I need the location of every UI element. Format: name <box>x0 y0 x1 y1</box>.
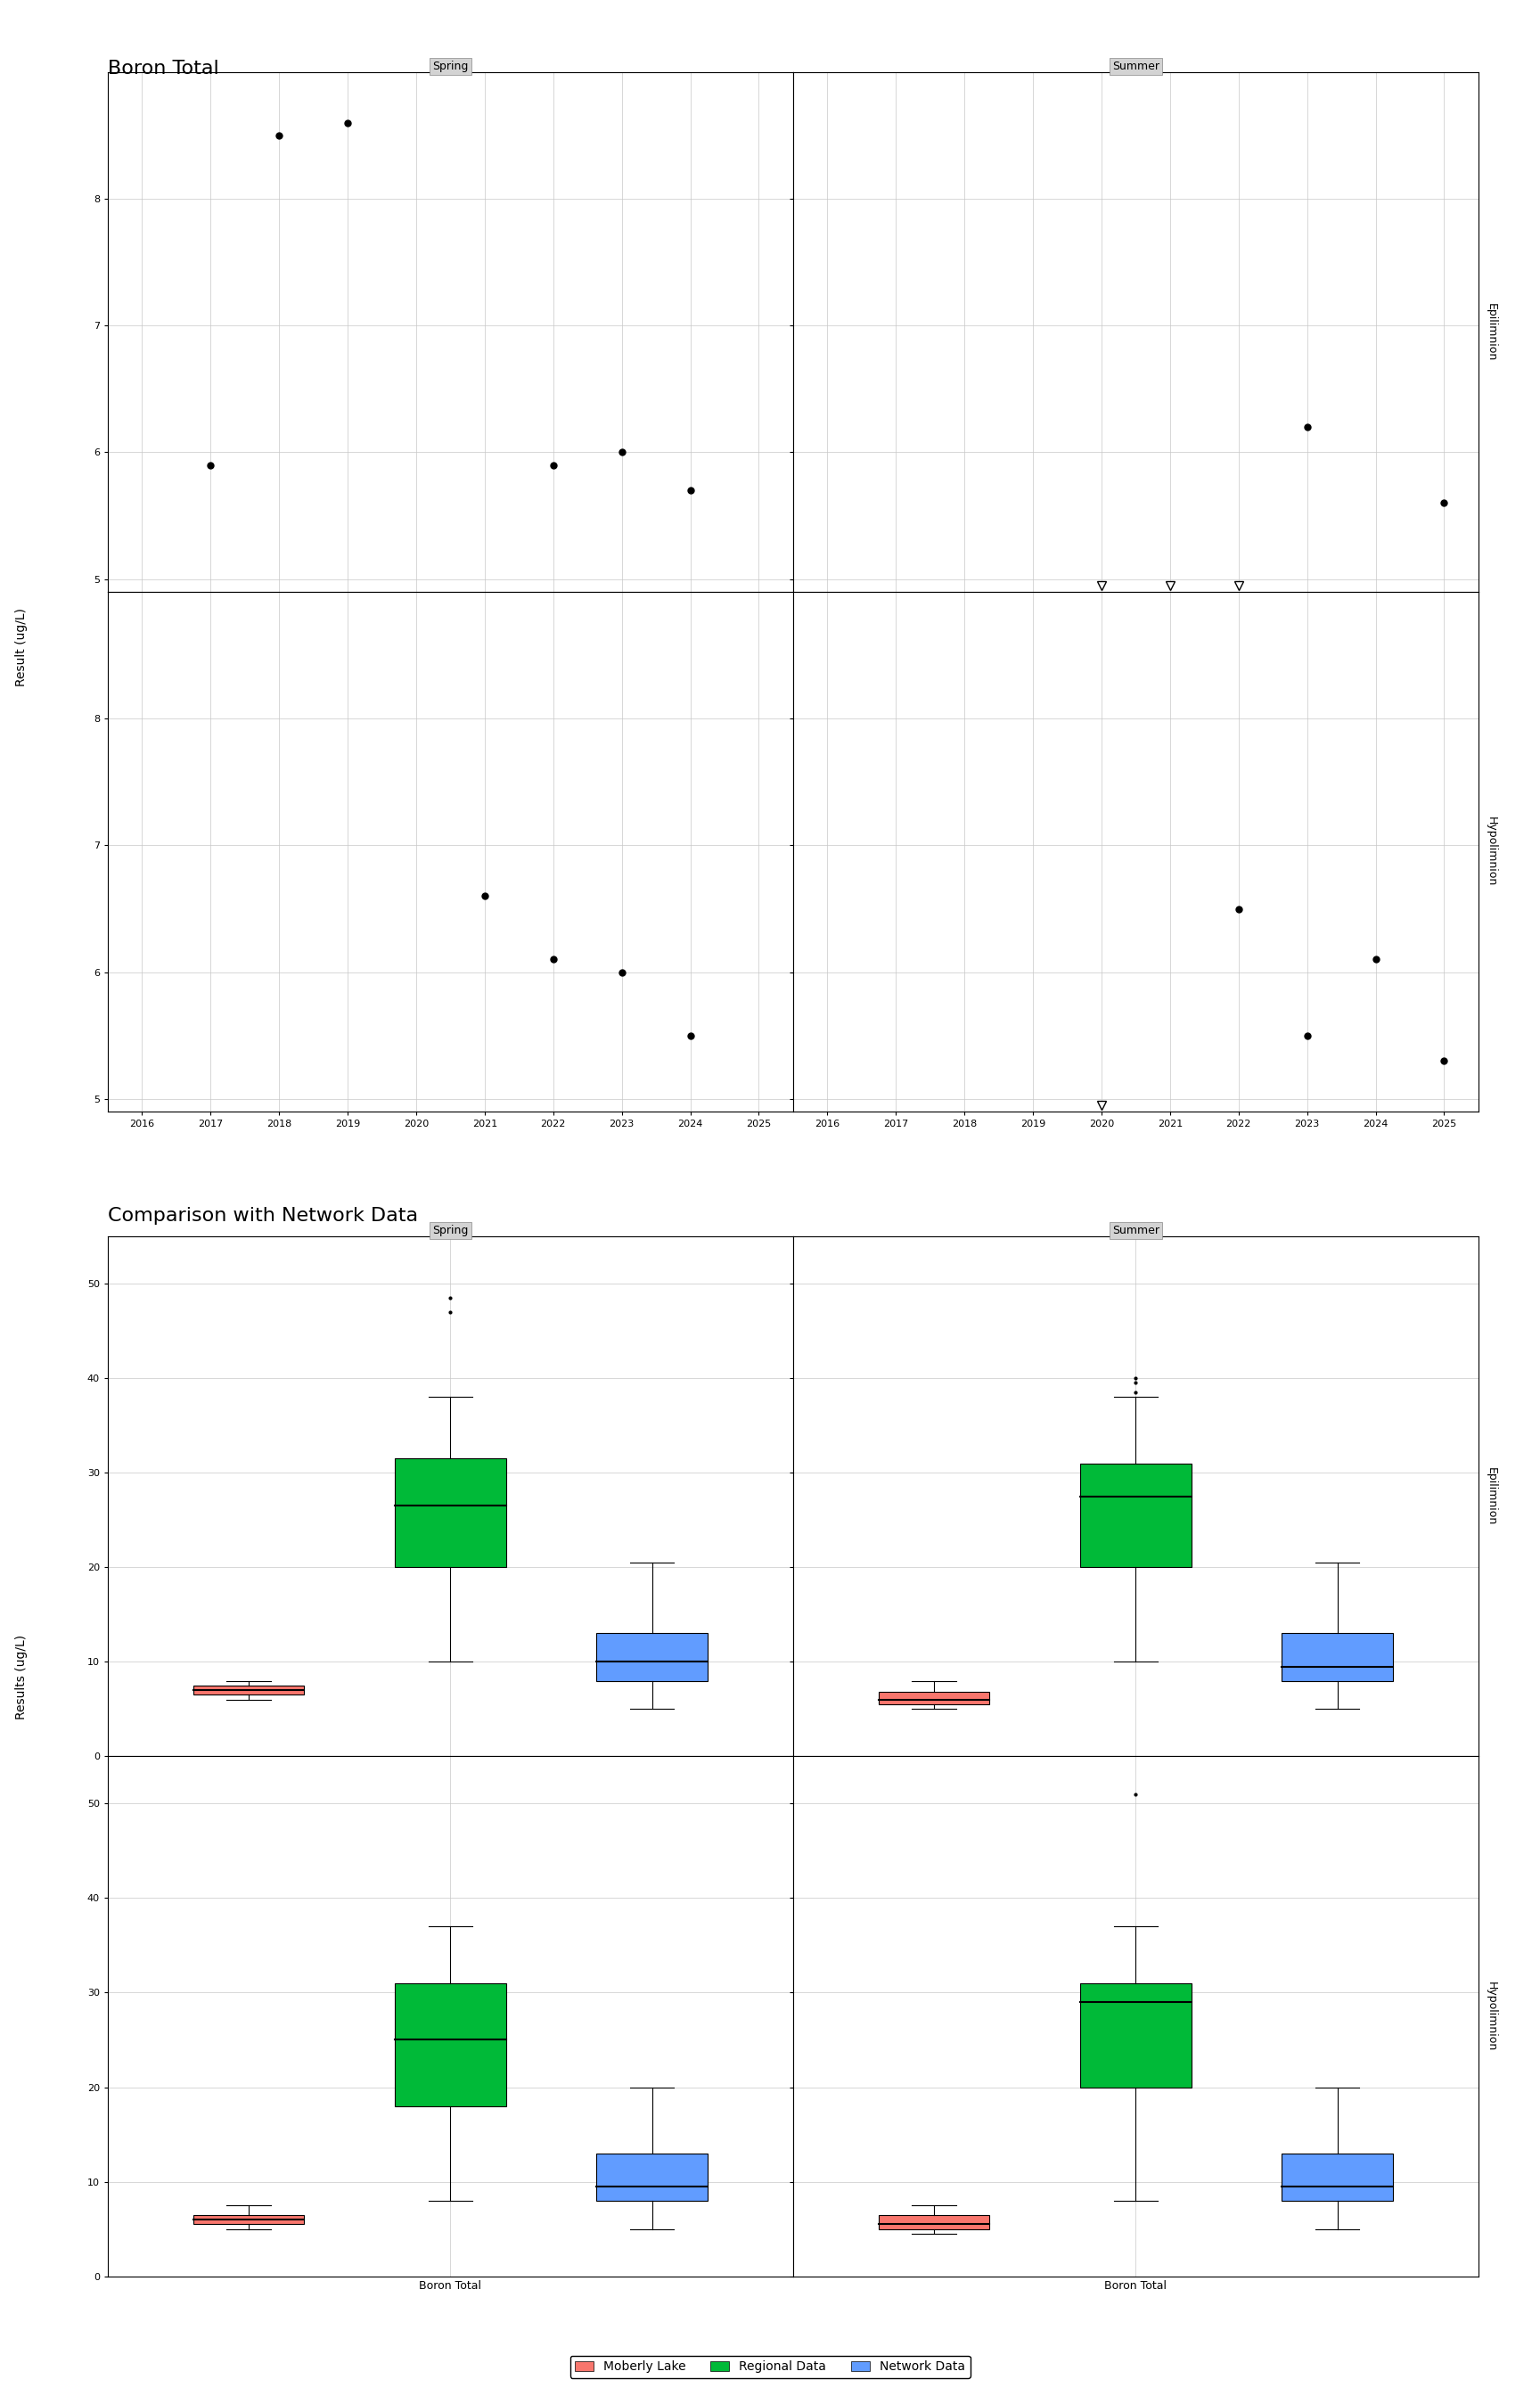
Bar <box>879 2214 990 2228</box>
Bar <box>596 2154 707 2200</box>
Text: Comparison with Network Data: Comparison with Network Data <box>108 1208 417 1224</box>
Bar <box>596 1634 707 1680</box>
Text: Epilimnion: Epilimnion <box>1485 302 1497 362</box>
Bar <box>1081 1984 1190 2087</box>
Title: Spring: Spring <box>433 60 468 72</box>
Text: Epilimnion: Epilimnion <box>1485 1466 1497 1526</box>
Legend: Moberly Lake, Regional Data, Network Data: Moberly Lake, Regional Data, Network Dat… <box>570 2355 970 2377</box>
Bar <box>1281 1634 1392 1680</box>
Bar <box>1281 2154 1392 2200</box>
Text: Hypolimnion: Hypolimnion <box>1485 817 1497 887</box>
Bar <box>396 1459 505 1567</box>
Text: Result (ug/L): Result (ug/L) <box>15 609 28 685</box>
Title: Summer: Summer <box>1112 60 1160 72</box>
Bar <box>1081 1464 1190 1567</box>
Bar <box>194 2214 305 2223</box>
Title: Spring: Spring <box>433 1224 468 1236</box>
Bar <box>396 1984 505 2106</box>
Text: Results (ug/L): Results (ug/L) <box>15 1634 28 1720</box>
Text: Boron Total: Boron Total <box>108 60 219 77</box>
Bar <box>194 1684 305 1694</box>
Bar <box>879 1692 990 1704</box>
Title: Summer: Summer <box>1112 1224 1160 1236</box>
Text: Hypolimnion: Hypolimnion <box>1485 1981 1497 2051</box>
